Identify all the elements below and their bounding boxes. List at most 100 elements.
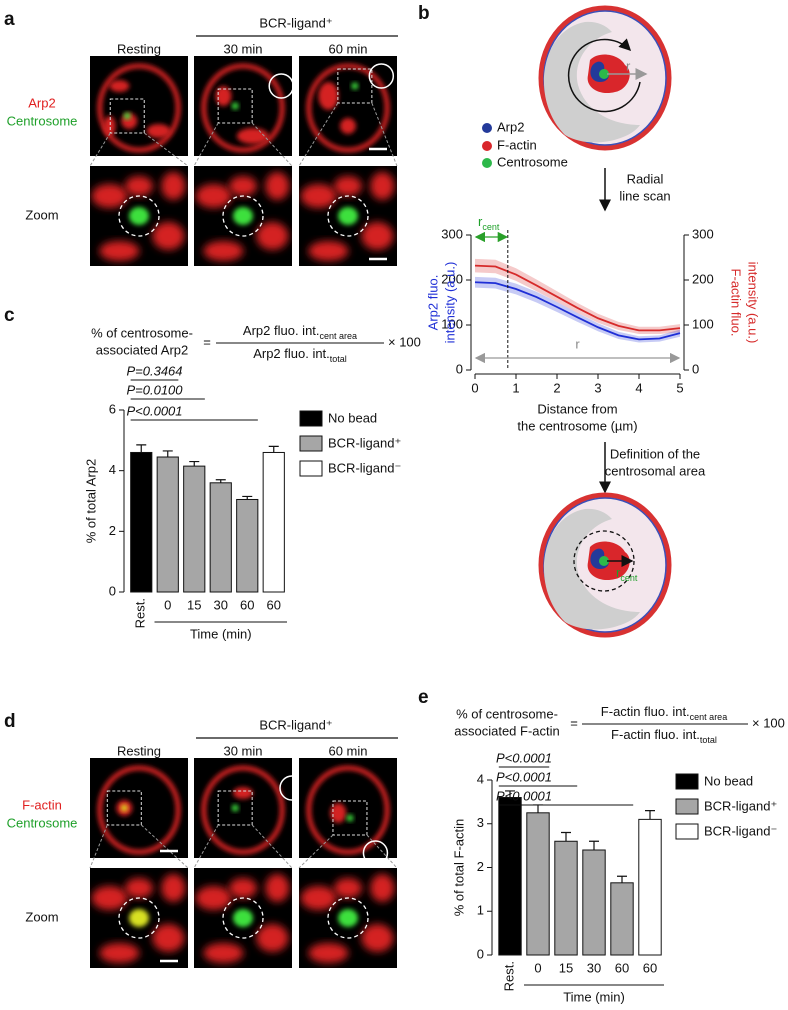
centrosome [123,112,131,120]
cell-cortex [97,63,181,153]
x-axis-title: Time (min) [190,626,252,641]
bar [209,482,232,593]
p-value: P<0.0001 [496,769,552,784]
x-tick-label: 60 [240,597,254,612]
x-tick-label: 60 [267,597,281,612]
signal [152,924,185,952]
micrograph [299,56,397,156]
error-bar [268,445,279,453]
image-content [91,172,186,261]
legend-swatch [299,410,323,427]
y-tick-label: 3 [477,815,484,830]
formula-text: Arp2 fluo. int.total [253,346,347,364]
legend-swatch [299,435,323,452]
zoom-guide [143,132,189,167]
signal [215,86,232,106]
zoom-label: Zoom [25,207,58,222]
y-tick-label: 0 [456,361,463,376]
signal [99,241,140,261]
zoom-image [194,166,292,266]
image-content [306,63,395,153]
stain-label: F-actin [22,797,62,812]
signal [256,222,289,250]
step-label: Definition of the [610,446,700,461]
r-label: r [575,336,580,351]
zoom-guide [193,824,219,869]
zoom-label: Zoom [25,909,58,924]
signal [308,943,349,963]
signal [146,124,171,138]
zoom-guide [140,824,189,869]
image-content [300,874,395,963]
y2-tick-label: 100 [692,316,714,331]
error-bar [645,810,655,820]
legend-label: BCR-ligand⁻ [328,460,401,475]
micrograph [90,56,188,156]
panel-letter: d [4,711,16,732]
y2-tick-label: 200 [692,271,714,286]
signal [340,118,356,134]
x-tick-label: 15 [559,960,573,975]
label-main: r [478,214,483,229]
legend-swatch [675,773,699,790]
x-tick-label: 0 [164,597,171,612]
error-bar [162,450,173,458]
signal [99,943,140,963]
image-bg [90,758,188,858]
label-sub: cent [482,222,500,232]
column-label: Resting [117,41,161,56]
image-content [201,63,292,153]
signal [195,886,232,910]
y-tick-label: 6 [109,401,116,416]
cell-cortex [97,765,181,855]
micrograph [299,758,397,858]
centrosome [129,207,149,225]
cell-cortex [306,765,390,855]
legend-label: BCR-ligand⁺ [328,435,401,450]
centrosome [351,82,359,90]
label-sub: cent area [690,712,728,722]
label-sub: cent [620,573,638,583]
image-content [306,765,390,858]
y-tick-label: 0 [109,583,116,598]
zoom-box [217,790,253,826]
zoom-box [109,98,145,134]
y-axis-title: Arp2 fluo. [425,275,440,331]
legend-label: F-actin [497,137,537,152]
radius-label: r [626,58,631,73]
bar [554,840,578,956]
zoom-guide [193,122,219,167]
x-tick-label: 60 [615,960,629,975]
step-label: line scan [619,188,670,203]
p-value: P<0.0001 [126,403,182,418]
y-tick-label: 2 [477,859,484,874]
step-label: centrosomal area [605,463,706,478]
y-tick-label: 4 [477,771,484,786]
formula-text: associated Arp2 [96,342,189,357]
signal [161,874,186,902]
signal [300,886,337,910]
signal [91,184,128,208]
r-cent-label: rcent [478,214,500,232]
stain-label: Arp2 [28,95,55,110]
signal [125,878,153,898]
p-value: P=0.3464 [126,363,182,378]
error-bar [589,840,599,850]
signal [233,787,253,799]
label-main: Arp2 fluo. int. [253,346,330,361]
centrosome [338,909,358,927]
panel-letter: b [418,3,430,24]
image-bg [299,758,397,858]
bar [130,451,153,593]
zoom-ring [222,195,264,237]
bead [268,73,292,99]
formula-text: = [570,715,578,730]
x-tick-label: Rest. [133,598,148,628]
error-band [475,258,680,334]
label-sub: cent area [320,331,358,341]
formula-text: = [203,334,211,349]
x-axis-title: Distance from [537,401,617,416]
zoom-image [299,868,397,968]
error-bar [136,444,147,453]
